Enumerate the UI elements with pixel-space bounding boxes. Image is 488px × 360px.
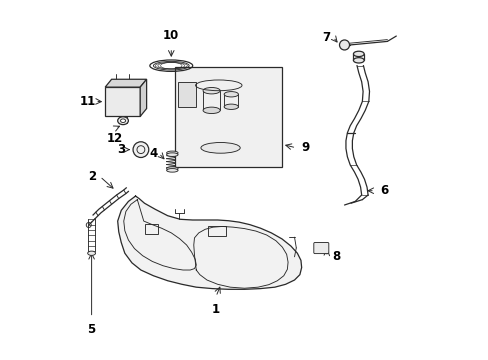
Ellipse shape (166, 153, 178, 157)
Ellipse shape (118, 117, 128, 125)
Ellipse shape (353, 51, 364, 57)
FancyBboxPatch shape (178, 82, 196, 107)
Text: 12: 12 (107, 132, 123, 145)
Text: 7: 7 (322, 31, 330, 44)
Text: 9: 9 (301, 141, 309, 154)
Ellipse shape (166, 151, 178, 155)
Ellipse shape (353, 58, 364, 63)
Polygon shape (105, 79, 146, 87)
Text: 3: 3 (117, 143, 125, 156)
Ellipse shape (166, 167, 178, 170)
Polygon shape (118, 196, 301, 289)
Circle shape (339, 40, 349, 50)
Text: 8: 8 (331, 250, 340, 263)
Ellipse shape (201, 143, 240, 153)
Text: 2: 2 (88, 170, 97, 183)
Ellipse shape (166, 168, 178, 172)
FancyBboxPatch shape (313, 243, 328, 253)
Ellipse shape (224, 91, 238, 97)
Text: 1: 1 (211, 303, 220, 316)
Text: 10: 10 (163, 30, 179, 42)
Circle shape (133, 142, 148, 157)
FancyBboxPatch shape (105, 87, 140, 116)
Text: 6: 6 (380, 184, 387, 197)
Polygon shape (140, 79, 146, 116)
FancyBboxPatch shape (175, 67, 282, 167)
Ellipse shape (121, 119, 125, 122)
Ellipse shape (203, 87, 220, 94)
Ellipse shape (203, 107, 220, 113)
Text: 4: 4 (149, 147, 157, 160)
Ellipse shape (224, 104, 238, 109)
Text: 5: 5 (87, 323, 96, 336)
Ellipse shape (87, 251, 95, 255)
Text: 11: 11 (80, 95, 96, 108)
